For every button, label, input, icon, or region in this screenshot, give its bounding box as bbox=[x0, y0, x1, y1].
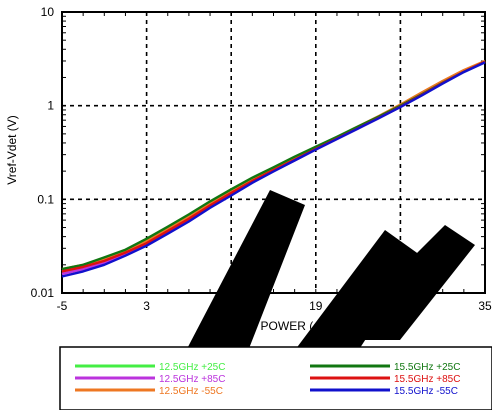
x-tick-label: 11 bbox=[225, 299, 238, 313]
x-tick-label: -5 bbox=[57, 299, 68, 313]
series-lines bbox=[61, 59, 486, 278]
y-tick-label: 10 bbox=[41, 5, 55, 19]
x-tick-label: 19 bbox=[309, 299, 323, 313]
series-line bbox=[61, 61, 486, 278]
y-tick-label: 0.01 bbox=[31, 286, 55, 300]
x-tick-label: 27 bbox=[394, 299, 408, 313]
tick-labels: -5 3 11 19 27 35 0.01 0.1 1 10 bbox=[31, 5, 492, 313]
legend-entry: 12.5GHz +25C bbox=[159, 362, 225, 373]
legend-entry: 12.5GHz +85C bbox=[159, 374, 225, 385]
watermark-stripe bbox=[330, 225, 475, 340]
x-tick-label: 3 bbox=[143, 299, 150, 313]
y-tick-label: 0.1 bbox=[37, 192, 54, 206]
y-axis-label: Vref-Vdet (V) bbox=[5, 115, 19, 185]
legend-entry: 15.5GHz +25C bbox=[394, 362, 460, 373]
x-axis-label: OUTPUT POWER (dBm) bbox=[208, 319, 342, 333]
y-tick-label: 1 bbox=[47, 99, 54, 113]
x-tick-label: 35 bbox=[478, 299, 492, 313]
legend-entry: 15.5GHz +85C bbox=[394, 374, 460, 385]
legend-entry: 15.5GHz -55C bbox=[394, 386, 458, 397]
grid bbox=[61, 12, 486, 293]
legend-entry: 12.5GHz -55C bbox=[159, 386, 223, 397]
